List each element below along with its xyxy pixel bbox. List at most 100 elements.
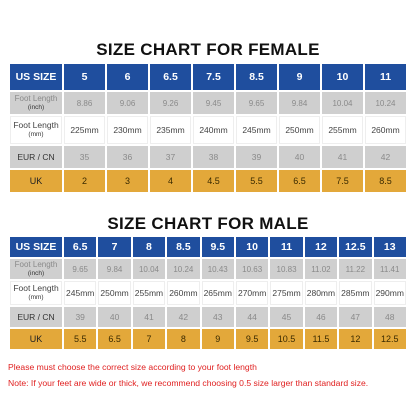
us-size-cell: 11 xyxy=(365,64,406,91)
us-size-cell: 6.5 xyxy=(64,237,97,257)
us-size-cell: 7.5 xyxy=(193,64,234,91)
uk-size-cell: 4 xyxy=(150,169,191,192)
eur-cn-cell: 40 xyxy=(279,145,320,168)
us-size-row: US SIZE 6.5 7 8 8.5 9.5 10 11 12 12.5 13 xyxy=(10,237,406,257)
eur-cn-cell: 42 xyxy=(365,145,406,168)
uk-size-cell: 6.5 xyxy=(98,329,131,349)
male-size-table: US SIZE 6.5 7 8 8.5 9.5 10 11 12 12.5 13 Foot Len… xyxy=(8,235,408,351)
uk-size-cell: 8 xyxy=(167,329,200,349)
foot-length-mm-label: Foot Length (mm) xyxy=(10,281,62,305)
foot-length-mm-cell: 235mm xyxy=(150,116,191,144)
foot-length-inch-label: Foot Length (inch) xyxy=(10,92,62,115)
foot-length-mm-cell: 250mm xyxy=(279,116,320,144)
eur-cn-cell: 39 xyxy=(64,307,97,327)
uk-size-cell: 11.5 xyxy=(304,329,338,349)
foot-length-inch-row: Foot Length (inch) 8.86 9.06 9.26 9.45 9.65 9… xyxy=(10,92,406,115)
foot-length-inch-cell: 9.45 xyxy=(193,92,234,115)
eur-cn-cell: 35 xyxy=(64,145,105,168)
uk-size-cell: 8.5 xyxy=(365,169,406,192)
us-size-cell: 11 xyxy=(270,237,303,257)
foot-length-mm-cell: 260mm xyxy=(365,116,406,144)
foot-length-inch-cell: 10.83 xyxy=(270,259,303,279)
eur-cn-cell: 48 xyxy=(373,307,406,327)
inch-unit-label: (inch) xyxy=(27,104,45,112)
us-size-row: US SIZE 5 6 6.5 7.5 8.5 9 10 11 xyxy=(10,64,406,91)
us-size-cell: 8 xyxy=(132,237,166,257)
foot-length-mm-cell: 245mm xyxy=(64,281,97,305)
eur-cn-cell: 39 xyxy=(236,145,277,168)
foot-length-inch-cell: 10.43 xyxy=(201,259,234,279)
eur-cn-cell: 40 xyxy=(98,307,131,327)
foot-length-mm-cell: 265mm xyxy=(201,281,234,305)
us-size-label: US SIZE xyxy=(10,237,62,257)
eur-cn-row: EUR / CN 35 36 37 38 39 40 41 42 xyxy=(10,145,406,168)
foot-length-mm-cell: 270mm xyxy=(235,281,269,305)
eur-cn-row: EUR / CN 39 40 41 42 43 44 45 46 47 48 xyxy=(10,307,406,327)
uk-size-cell: 9 xyxy=(201,329,234,349)
eur-cn-cell: 37 xyxy=(150,145,191,168)
foot-length-inch-cell: 8.86 xyxy=(64,92,105,115)
inch-unit-label: (inch) xyxy=(27,270,45,277)
us-size-cell: 12 xyxy=(304,237,338,257)
foot-length-inch-cell: 9.65 xyxy=(64,259,97,279)
foot-length-mm-row: Foot Length (mm) 225mm 230mm 235mm 240mm 245… xyxy=(10,116,406,144)
mm-unit-label: (mm) xyxy=(28,130,44,138)
female-chart-title: SIZE CHART FOR FEMALE xyxy=(96,40,320,59)
uk-size-cell: 7.5 xyxy=(322,169,363,192)
us-size-label: US SIZE xyxy=(10,64,62,91)
foot-length-inch-cell: 11.02 xyxy=(304,259,338,279)
us-size-cell: 8.5 xyxy=(167,237,200,257)
uk-size-cell: 5.5 xyxy=(64,329,97,349)
foot-length-mm-cell: 255mm xyxy=(132,281,166,305)
eur-cn-label: EUR / CN xyxy=(10,307,62,327)
uk-size-cell: 3 xyxy=(107,169,148,192)
uk-size-cell: 6.5 xyxy=(279,169,320,192)
foot-length-inch-cell: 11.41 xyxy=(373,259,406,279)
uk-size-cell: 5.5 xyxy=(236,169,277,192)
foot-length-inch-cell: 9.84 xyxy=(98,259,131,279)
uk-size-cell: 12 xyxy=(339,329,372,349)
uk-size-cell: 9.5 xyxy=(235,329,269,349)
foot-length-inch-cell: 9.65 xyxy=(236,92,277,115)
foot-length-mm-cell: 240mm xyxy=(193,116,234,144)
us-size-cell: 5 xyxy=(64,64,105,91)
foot-length-inch-cell: 9.26 xyxy=(150,92,191,115)
uk-row: UK 2 3 4 4.5 5.5 6.5 7.5 8.5 xyxy=(10,169,406,192)
foot-length-label-text: Foot Length xyxy=(14,94,58,104)
eur-cn-cell: 38 xyxy=(193,145,234,168)
uk-size-cell: 2 xyxy=(64,169,105,192)
female-size-table: US SIZE 5 6 6.5 7.5 8.5 9 10 11 Foot Length (in… xyxy=(8,62,408,194)
foot-length-inch-cell: 9.84 xyxy=(279,92,320,115)
us-size-cell: 10 xyxy=(235,237,269,257)
uk-label: UK xyxy=(10,169,62,192)
us-size-cell: 9.5 xyxy=(201,237,234,257)
eur-cn-label: EUR / CN xyxy=(10,145,62,168)
foot-length-mm-cell: 285mm xyxy=(339,281,372,305)
eur-cn-cell: 41 xyxy=(322,145,363,168)
foot-length-label-text: Foot Length xyxy=(13,283,59,293)
foot-length-inch-cell: 10.24 xyxy=(167,259,200,279)
foot-length-mm-cell: 225mm xyxy=(64,116,105,144)
foot-length-inch-cell: 10.04 xyxy=(132,259,166,279)
eur-cn-cell: 47 xyxy=(339,307,372,327)
us-size-cell: 9 xyxy=(279,64,320,91)
foot-length-mm-cell: 290mm xyxy=(373,281,406,305)
us-size-cell: 7 xyxy=(98,237,131,257)
foot-length-mm-cell: 245mm xyxy=(236,116,277,144)
us-size-cell: 6 xyxy=(107,64,148,91)
uk-size-cell: 12.5 xyxy=(373,329,406,349)
foot-length-mm-cell: 280mm xyxy=(304,281,338,305)
foot-length-mm-cell: 260mm xyxy=(167,281,200,305)
foot-length-inch-cell: 10.04 xyxy=(322,92,363,115)
eur-cn-cell: 41 xyxy=(132,307,166,327)
eur-cn-cell: 42 xyxy=(167,307,200,327)
us-size-cell: 12.5 xyxy=(339,237,372,257)
uk-size-cell: 7 xyxy=(132,329,166,349)
wide-feet-note: Note: If your feet are wide or thick, we… xyxy=(8,378,369,388)
foot-length-inch-label: Foot Length (inch) xyxy=(10,259,62,279)
foot-length-inch-cell: 10.24 xyxy=(365,92,406,115)
eur-cn-cell: 45 xyxy=(270,307,303,327)
foot-length-mm-cell: 255mm xyxy=(322,116,363,144)
eur-cn-cell: 46 xyxy=(304,307,338,327)
eur-cn-cell: 36 xyxy=(107,145,148,168)
